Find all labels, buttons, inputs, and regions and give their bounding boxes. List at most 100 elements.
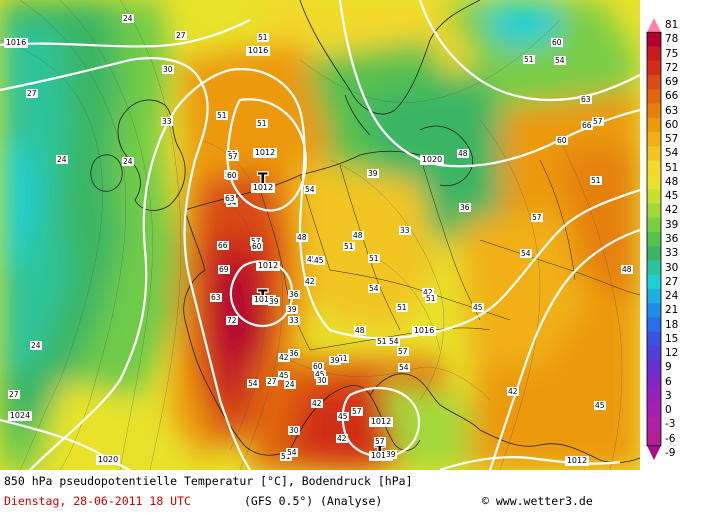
colorbar-tick-label: 72 bbox=[665, 61, 679, 74]
theta-e-label: 45 bbox=[314, 256, 324, 265]
colorbar-tick-label: -6 bbox=[665, 432, 676, 445]
copyright-link[interactable]: © www.wetter3.de bbox=[482, 494, 593, 508]
theta-e-label: 48 bbox=[353, 231, 363, 240]
colorbar-tick-label: -3 bbox=[665, 418, 676, 431]
theta-label-bg bbox=[288, 426, 300, 435]
colorbar-graphic bbox=[646, 18, 662, 460]
colorbar-tick-label: 63 bbox=[665, 104, 679, 117]
pressure-label-bg bbox=[4, 38, 28, 48]
colorbar-tick-label: 12 bbox=[665, 347, 679, 360]
theta-label-bg bbox=[304, 277, 316, 286]
theta-label-bg bbox=[376, 337, 388, 346]
pressure-label-bg bbox=[256, 261, 280, 271]
theta-e-label: 27 bbox=[267, 377, 277, 386]
theta-label-bg bbox=[507, 387, 519, 396]
colorbar bbox=[646, 18, 662, 460]
theta-label-bg bbox=[278, 353, 290, 362]
theta-label-bg bbox=[304, 185, 316, 194]
colorbar-tick-label: 69 bbox=[665, 76, 679, 89]
theta-e-label: 69 bbox=[219, 265, 229, 274]
theta-label-bg bbox=[580, 95, 592, 104]
colorbar-swatch bbox=[647, 317, 661, 332]
theta-e-labels: 2427303327242424275151515154575760636669… bbox=[8, 14, 633, 461]
colorbar-tick-label: 51 bbox=[665, 161, 679, 174]
theta-e-label: 24 bbox=[31, 341, 41, 350]
isobar-label: 1016 bbox=[248, 46, 268, 55]
theta-label-bg bbox=[247, 379, 259, 388]
colorbar-swatch bbox=[647, 260, 661, 275]
colorbar-tick-label: 9 bbox=[665, 361, 672, 374]
theta-e-label: 27 bbox=[9, 390, 19, 399]
colorbar-swatch bbox=[647, 89, 661, 104]
theta-label-bg bbox=[385, 450, 397, 459]
colorbar-swatch bbox=[647, 18, 661, 33]
colorbar-swatch bbox=[647, 402, 661, 418]
colorbar-swatch bbox=[647, 231, 661, 247]
colorbar-swatch bbox=[647, 117, 661, 133]
theta-label-bg bbox=[396, 303, 408, 312]
colorbar-swatch bbox=[647, 388, 661, 404]
theta-e-label: 54 bbox=[555, 56, 565, 65]
map-title: 850 hPa pseudopotentielle Temperatur [°C… bbox=[4, 474, 413, 488]
theta-e-label: 57 bbox=[228, 152, 238, 161]
theta-e-label: 66 bbox=[218, 241, 228, 250]
theta-label-bg bbox=[556, 136, 568, 145]
theta-e-label: 30 bbox=[163, 65, 173, 74]
colorbar-swatch bbox=[647, 146, 661, 161]
pressure-label-bg bbox=[412, 326, 436, 336]
theta-e-label: 51 bbox=[281, 452, 291, 461]
theta-label-bg bbox=[523, 55, 535, 64]
pressure-label-bg bbox=[246, 46, 270, 56]
colorbar-swatch bbox=[647, 331, 661, 347]
theta-e-label: 57 bbox=[398, 347, 408, 356]
theta-label-bg bbox=[459, 203, 471, 212]
theta-e-label: 39 bbox=[287, 305, 297, 314]
theta-e-label: 51 bbox=[397, 303, 407, 312]
theta-label-bg bbox=[306, 255, 318, 264]
theta-label-bg bbox=[312, 362, 324, 371]
isobar-label: 1012 bbox=[371, 417, 391, 426]
theta-e-label: 39 bbox=[386, 450, 396, 459]
theta-e-label: 66 bbox=[582, 121, 592, 130]
theta-label-bg bbox=[224, 194, 236, 203]
theta-label-bg bbox=[218, 265, 230, 274]
theta-e-label: 42 bbox=[279, 353, 289, 362]
colorbar-tick-label: 66 bbox=[665, 90, 679, 103]
theta-label-bg bbox=[288, 290, 300, 299]
pressure-label-bg bbox=[8, 411, 32, 421]
colorbar-tick-label: 3 bbox=[665, 389, 672, 402]
theta-e-label: 45 bbox=[315, 370, 325, 379]
colorbar-swatch bbox=[647, 160, 661, 176]
theta-e-label: 39 bbox=[368, 169, 378, 178]
theta-label-bg bbox=[313, 256, 325, 265]
theta-label-bg bbox=[26, 89, 38, 98]
colorbar-tick-label: 78 bbox=[665, 33, 679, 46]
theta-e-label: 60 bbox=[313, 362, 323, 371]
theta-label-bg bbox=[288, 316, 300, 325]
theta-e-label: 42 bbox=[312, 399, 322, 408]
theta-e-label: 51 bbox=[258, 33, 268, 42]
theta-label-bg bbox=[337, 412, 349, 421]
theta-e-label: 39 bbox=[269, 297, 279, 306]
theta-e-label: 54 bbox=[369, 284, 379, 293]
theta-e-label: 24 bbox=[123, 14, 133, 23]
theta-e-label: 51 bbox=[591, 176, 601, 185]
colorbar-tick-label: 54 bbox=[665, 147, 679, 160]
theta-label-bg bbox=[336, 434, 348, 443]
theta-label-bg bbox=[367, 169, 379, 178]
theta-e-label: 45 bbox=[595, 401, 605, 410]
theta-label-bg bbox=[352, 231, 364, 240]
theta-label-bg bbox=[520, 249, 532, 258]
theta-label-bg bbox=[311, 399, 323, 408]
theta-e-label: 45 bbox=[307, 255, 317, 264]
theta-label-bg bbox=[251, 242, 263, 251]
isobar-label: 1016 bbox=[414, 326, 434, 335]
theta-label-bg bbox=[368, 254, 380, 263]
theta-label-bg bbox=[122, 157, 134, 166]
isobar-label: 1016 bbox=[6, 38, 26, 47]
theta-e-label: 54 bbox=[305, 185, 315, 194]
colorbar-tick-label: 60 bbox=[665, 118, 679, 131]
isobars bbox=[0, 0, 640, 470]
pressure-label-bg bbox=[252, 295, 276, 305]
pressure-labels: 1016 1016 1020 1012 1012 1012 1012 1016 1012 1012… bbox=[4, 38, 589, 466]
